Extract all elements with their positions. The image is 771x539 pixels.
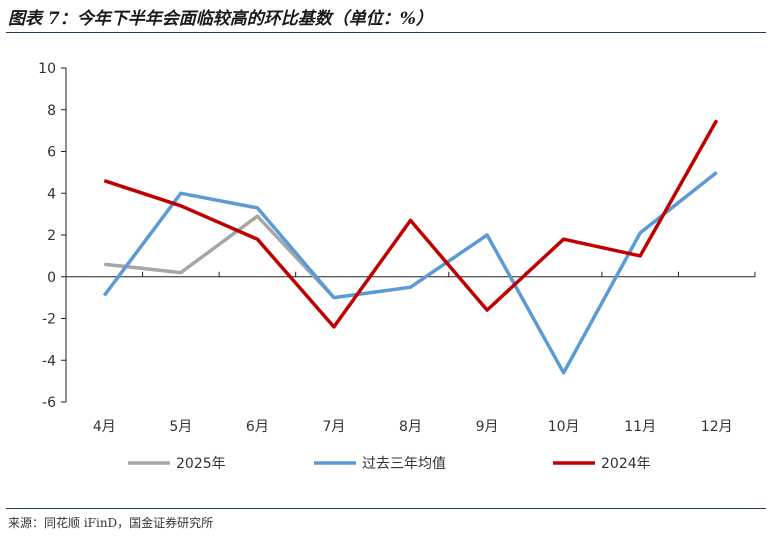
- x-tick-label: 11月: [624, 419, 656, 435]
- legend-label-0: 2025年: [176, 456, 226, 472]
- y-tick-label: -6: [42, 395, 56, 411]
- series-line-0: [104, 214, 336, 299]
- source-note: 来源：同花顺 iFinD，国金证券研究所: [8, 516, 214, 530]
- y-tick-label: 4: [47, 186, 56, 202]
- x-tick-label: 7月: [322, 419, 345, 435]
- chart-axes: -6 -4 -2 0 2 4 6 8 10 4月 5月 6月 7月 8月 9月 10月 11月 12月: [38, 61, 756, 435]
- y-tick-label: 0: [47, 270, 56, 286]
- y-tick-label: 10: [38, 61, 56, 77]
- x-tick-label: 12月: [701, 419, 733, 435]
- x-tick-label: 5月: [169, 419, 192, 435]
- chart-series: [102, 119, 719, 375]
- series-line-2: [103, 119, 719, 329]
- chart-legend: 2025年 过去三年均值 2024年: [128, 456, 651, 472]
- y-tick-label: -4: [42, 353, 56, 369]
- x-tick-label: 8月: [399, 419, 422, 435]
- x-tick-label: 6月: [246, 419, 269, 435]
- title-divider: [6, 32, 766, 33]
- y-tick-label: -2: [42, 312, 56, 328]
- line-chart: -6 -4 -2 0 2 4 6 8 10 4月 5月 6月 7月 8月 9月 10月 11月 12月 2025年…: [38, 61, 756, 472]
- x-tick-label: 10月: [548, 419, 580, 435]
- x-tick-label: 4月: [93, 419, 116, 435]
- title-bar: 图表 7：今年下半年会面临较高的环比基数（单位：%）: [0, 0, 771, 32]
- chart-title: 图表 7：今年下半年会面临较高的环比基数（单位：%）: [8, 9, 433, 29]
- x-tick-label: 9月: [476, 419, 499, 435]
- series-line-1: [102, 171, 718, 375]
- legend-label-2: 2024年: [601, 456, 651, 472]
- y-tick-label: 8: [47, 103, 56, 119]
- legend-label-1: 过去三年均值: [362, 456, 446, 472]
- footer-divider: [6, 508, 766, 509]
- y-tick-label: 2: [47, 228, 56, 244]
- y-tick-label: 6: [47, 145, 56, 161]
